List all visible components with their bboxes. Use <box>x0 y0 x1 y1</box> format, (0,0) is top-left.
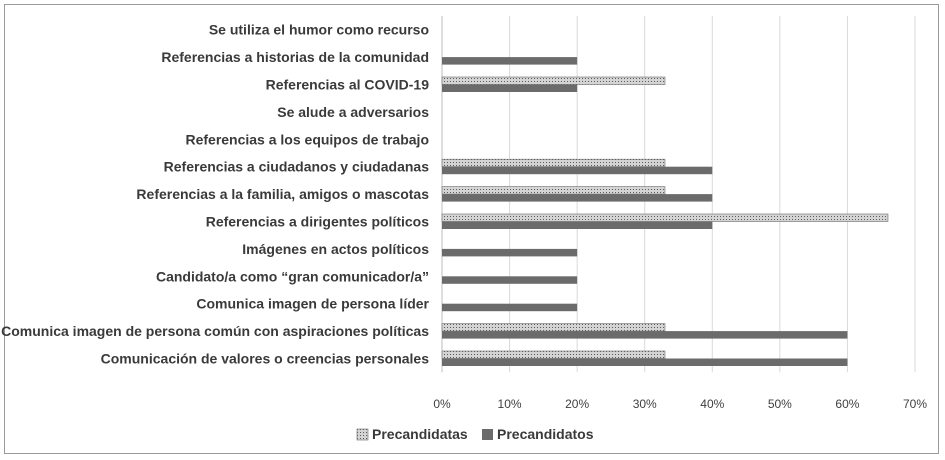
x-tick-label: 50% <box>768 397 792 411</box>
bar-precandidatas <box>441 350 666 359</box>
chart-frame <box>4 4 939 454</box>
category-labels: Se utiliza el humor como recurso Referenc… <box>1 22 429 367</box>
x-tick-labels: 0% 10% 20% 30% 40% 50% 60% 70% <box>433 397 927 411</box>
legend-label-precandidatos: Precandidatos <box>497 426 594 442</box>
x-tick-label: 0% <box>433 397 451 411</box>
x-tick-label: 60% <box>835 397 859 411</box>
category-label: Referencias al COVID-19 <box>266 77 430 93</box>
category-label: Se alude a adversarios <box>277 104 429 120</box>
bar-precandidatas <box>441 158 666 167</box>
bar-precandidatas <box>441 186 666 195</box>
category-label: Referencias a la familia, amigos o masco… <box>136 186 429 202</box>
x-tick-label: 30% <box>633 397 657 411</box>
bar-precandidatos <box>442 248 578 257</box>
category-label: Comunica imagen de persona común con asp… <box>1 323 429 339</box>
legend-swatch-precandidatas <box>356 428 369 441</box>
bar-precandidatos <box>442 331 848 339</box>
legend-swatch-precandidatos <box>482 429 493 440</box>
bar-precandidatos <box>442 276 578 284</box>
category-label: Referencias a los equipos de trabajo <box>185 131 429 147</box>
legend-label-precandidatas: Precandidatas <box>372 426 468 442</box>
category-label: Comunica imagen de persona líder <box>196 296 429 312</box>
bar-precandidatos <box>442 358 848 366</box>
category-label: Referencias a ciudadanos y ciudadanas <box>164 159 430 175</box>
legend: Precandidatas Precandidatos <box>356 426 594 442</box>
gridlines <box>441 16 916 373</box>
bar-precandidatos <box>442 57 578 65</box>
bar-precandidatas <box>441 76 666 85</box>
bar-precandidatos <box>442 303 578 312</box>
bar-precandidatos <box>442 84 578 92</box>
bar-precandidatos <box>442 221 713 229</box>
category-label: Referencias a dirigentes políticos <box>206 214 430 230</box>
category-label: Candidato/a como “gran comunicador/a” <box>156 268 429 284</box>
bars <box>441 57 889 366</box>
category-label: Se utiliza el humor como recurso <box>209 22 429 38</box>
x-tick-label: 20% <box>565 397 589 411</box>
bar-precandidatos <box>442 194 713 202</box>
x-tick-label: 40% <box>700 397 724 411</box>
category-label: Imágenes en actos políticos <box>242 241 429 257</box>
x-tick-label: 70% <box>903 397 927 411</box>
bar-precandidatas <box>441 213 889 222</box>
bar-precandidatas <box>441 323 666 332</box>
category-label: Comunicación de valores o creencias pers… <box>101 351 430 367</box>
x-tick-label: 10% <box>498 397 522 411</box>
bar-precandidatos <box>442 166 713 175</box>
category-label: Referencias a historias de la comunidad <box>161 49 429 65</box>
